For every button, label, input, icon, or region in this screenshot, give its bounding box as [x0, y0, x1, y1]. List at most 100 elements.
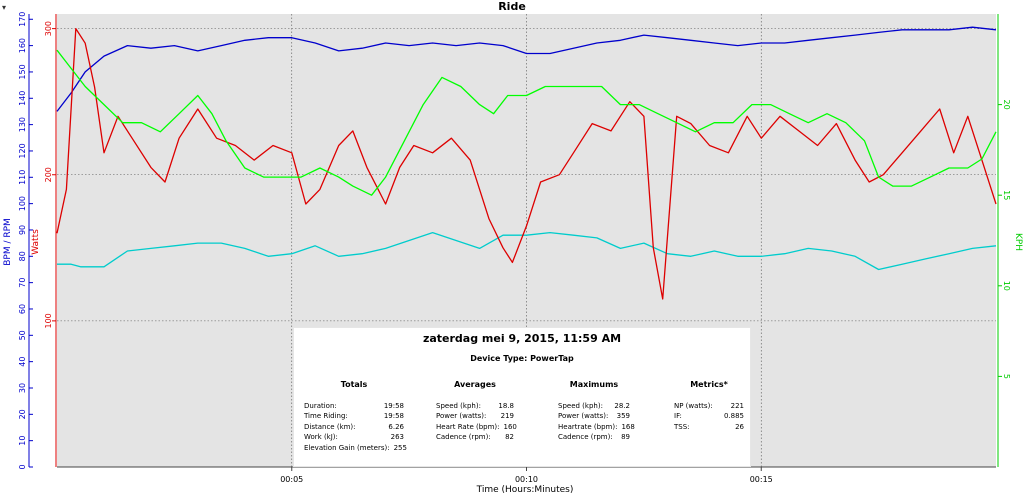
stat-label: Speed (kph):: [558, 401, 603, 410]
stat-row: NP (watts): 221: [674, 401, 744, 412]
x-tick-label: 00:15: [750, 475, 773, 484]
stat-row: Power (watts): 219: [436, 411, 514, 422]
column-heading: Maximums: [569, 380, 619, 389]
x-tick-label: 00:10: [515, 475, 538, 484]
stat-label: IF:: [674, 412, 682, 420]
series-line-power: [56, 27, 997, 300]
bpm-tick-label: 130: [18, 117, 27, 132]
bpm-tick-label: 170: [18, 12, 27, 27]
stat-row: Work (kJ): 263: [304, 432, 404, 443]
stat-row: Time Riding: 19:58: [304, 411, 404, 422]
stat-label: TSS:: [674, 422, 690, 431]
bpm-tick-label: 20: [18, 409, 27, 419]
stat-label: Distance (km):: [304, 422, 356, 431]
stat-row: TSS: 26: [674, 422, 744, 433]
series-line-speed: [56, 49, 997, 196]
bpm-tick-label: 10: [18, 436, 27, 446]
stat-value: 255: [393, 443, 407, 452]
kph-tick-label: 20: [1002, 100, 1011, 110]
stat-row: Heartrate (bpm): 168: [558, 422, 635, 433]
series-layer: [56, 26, 997, 300]
axes: 00:05 00:10 00:15 0 10 20 30 40 50 60 70 80 90 100 110…: [18, 12, 1011, 484]
stat-label: Power (watts):: [558, 412, 609, 420]
bpm-tick-label: 150: [18, 64, 27, 79]
bpm-tick-label: 70: [18, 278, 27, 288]
stat-value: 26: [735, 422, 744, 431]
bpm-tick-label: 60: [18, 304, 27, 314]
stat-row: Speed (kph): 28.2: [558, 401, 630, 412]
averages-column: Averages Speed (kph): 18.8 Power (watts):…: [436, 380, 517, 443]
stat-value: 263: [390, 433, 404, 441]
stat-value: 219: [500, 412, 514, 420]
stat-value: 359: [616, 412, 630, 420]
bpm-tick-label: 120: [18, 143, 27, 158]
stat-value: 18.8: [498, 401, 514, 410]
stat-value: 0.885: [723, 412, 744, 420]
x-tick-label: 00:05: [280, 475, 303, 484]
stat-value: 160: [503, 422, 517, 431]
watts-tick-label: 300: [44, 21, 53, 36]
watts-tick-label: 100: [44, 313, 53, 328]
stat-label: Duration:: [304, 401, 337, 410]
stat-row: Speed (kph): 18.8: [436, 401, 514, 412]
stat-label: Heart Rate (bpm):: [436, 422, 500, 431]
stat-label: Time Riding:: [304, 412, 348, 420]
stat-row: Heart Rate (bpm): 160: [436, 422, 517, 433]
metrics-column: Metrics* NP (watts): 221 IF: 0.885 TSS: 26: [674, 380, 744, 432]
kph-axis-label: KPH: [1013, 233, 1023, 251]
bpm-axis-label: BPM / RPM: [3, 218, 13, 266]
series-line-cadence: [57, 231, 997, 271]
ride-date: zaterdag mei 9, 2015, 11:59 AM: [422, 332, 622, 345]
bpm-tick-label: 160: [18, 38, 27, 53]
bpm-tick-label: 50: [18, 330, 27, 340]
stat-row: IF: 0.885: [674, 411, 744, 422]
device-type: Device Type: PowerTap: [470, 354, 574, 363]
x-axis-label: Time (Hours:Minutes): [476, 485, 574, 495]
bpm-tick-label: 90: [18, 225, 27, 235]
stat-row: Duration: 19:58: [304, 401, 404, 412]
stat-label: Work (kJ):: [304, 433, 338, 441]
stat-label: NP (watts):: [674, 401, 713, 410]
stat-row: Elevation Gain (meters): 255: [304, 443, 407, 454]
stat-value: 168: [621, 422, 635, 431]
stat-label: Cadence (rpm):: [558, 433, 613, 441]
bpm-tick-label: 0: [18, 464, 27, 469]
bpm-tick-label: 110: [18, 170, 27, 185]
bpm-tick-label: 140: [18, 91, 27, 106]
stat-label: Power (watts):: [436, 412, 487, 420]
stat-label: Speed (kph):: [436, 401, 481, 410]
stat-value: 82: [505, 433, 514, 441]
ride-summary-panel: zaterdag mei 9, 2015, 11:59 AM Device Ty…: [293, 327, 751, 467]
watts-axis-label: Watts: [31, 229, 41, 255]
stat-value: 221: [730, 401, 744, 410]
stat-value: 89: [621, 433, 630, 441]
column-heading: Metrics*: [690, 380, 728, 389]
chart-title: Ride: [498, 0, 526, 13]
stat-value: 19:58: [383, 401, 404, 410]
column-heading: Averages: [454, 380, 496, 389]
stat-row: Cadence (rpm): 89: [558, 432, 630, 443]
stat-row: Power (watts): 359: [558, 411, 630, 422]
stat-label: Elevation Gain (meters):: [304, 443, 390, 452]
stat-value: 19:58: [383, 412, 404, 420]
totals-column: Totals Duration: 19:58 Time Riding: 19:58 …: [304, 380, 407, 454]
bpm-tick-label: 100: [18, 196, 27, 211]
column-heading: Totals: [340, 380, 368, 389]
stat-label: Cadence (rpm):: [436, 433, 491, 441]
bpm-tick-label: 40: [18, 357, 27, 367]
bpm-tick-label: 80: [18, 251, 27, 261]
kph-tick-label: 15: [1002, 190, 1011, 200]
stat-row: Cadence (rpm): 82: [436, 432, 514, 443]
collapse-icon[interactable]: ▾: [2, 3, 6, 12]
kph-tick-label: 5: [1002, 374, 1011, 379]
stat-label: Heartrate (bpm):: [558, 422, 618, 431]
series-line-heart-rate: [56, 26, 997, 112]
maximums-column: Maximums Speed (kph): 28.2 Power (watts):…: [558, 380, 635, 443]
watts-tick-label: 200: [44, 167, 53, 182]
grid-lines: [57, 14, 996, 467]
stat-value: 6.26: [388, 422, 404, 431]
bpm-tick-label: 30: [18, 383, 27, 393]
stat-row: Distance (km): 6.26: [304, 422, 404, 433]
stat-value: 28.2: [614, 401, 630, 410]
kph-tick-label: 10: [1002, 281, 1011, 291]
